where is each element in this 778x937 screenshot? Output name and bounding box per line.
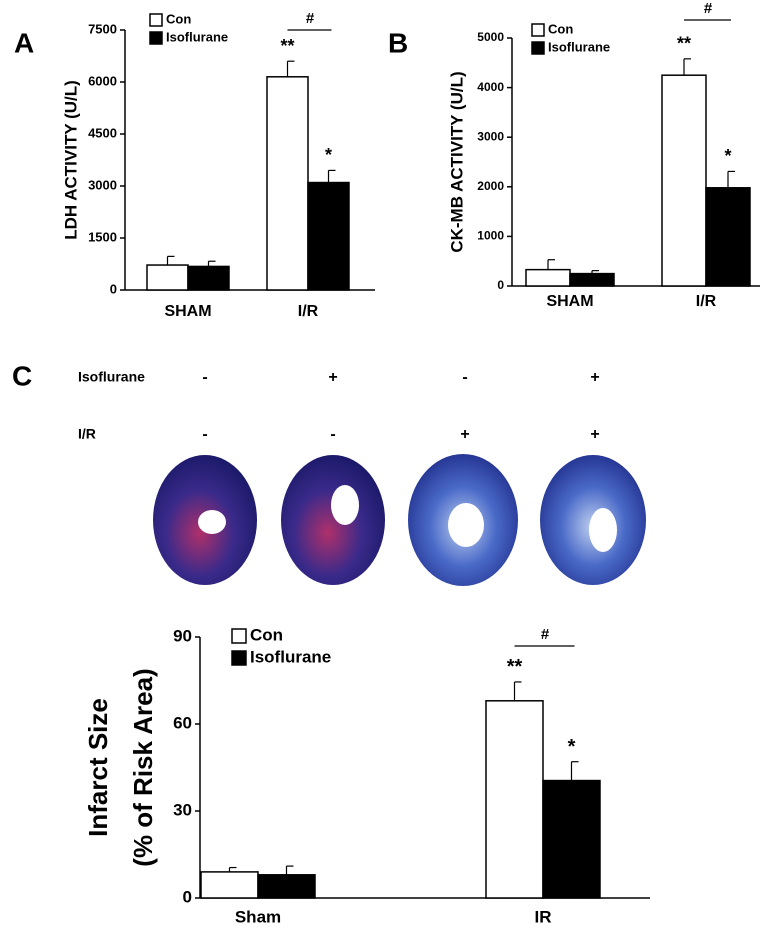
y-axis-label: CK-MB ACTIVITY (U/L) xyxy=(447,71,466,252)
treatment-mark: - xyxy=(202,426,207,443)
heart-images xyxy=(153,454,646,586)
treatment-mark: + xyxy=(590,369,599,386)
panel-label: A xyxy=(14,27,34,58)
comparison-label: # xyxy=(704,0,713,17)
significance-label: ** xyxy=(280,36,294,56)
panel-label: C xyxy=(12,360,32,391)
bar xyxy=(257,874,316,899)
heart-lumen xyxy=(331,485,359,525)
legend-label: Isoflurane xyxy=(250,647,331,666)
legend-swatch xyxy=(149,13,163,27)
legend-label: Isoflurane xyxy=(166,29,228,44)
x-tick-label: SHAM xyxy=(164,303,211,320)
treatment-mark: - xyxy=(330,426,335,443)
heart-image xyxy=(281,455,385,585)
y-tick-label: 0 xyxy=(497,278,504,292)
treatment-mark: + xyxy=(590,426,599,443)
x-tick-label: IR xyxy=(535,907,552,926)
y-tick-label: 2000 xyxy=(477,179,504,193)
bar xyxy=(525,268,571,287)
bar xyxy=(661,74,707,287)
treatment-mark: - xyxy=(462,369,467,386)
y-tick-label: 0 xyxy=(183,887,192,906)
y-axis-label: Infarct Size xyxy=(83,698,113,837)
bar xyxy=(200,871,259,899)
y-tick-label: 7500 xyxy=(88,21,117,36)
y-axis-label: (% of Risk Area) xyxy=(128,668,158,866)
y-tick-label: 6000 xyxy=(88,73,117,88)
x-tick-label: SHAM xyxy=(546,293,593,310)
y-tick-label: 0 xyxy=(110,281,117,296)
treatment-label: Isoflurane xyxy=(78,369,145,385)
panel-label: B xyxy=(388,27,408,58)
heart-lumen xyxy=(589,508,617,552)
legend-swatch xyxy=(531,41,545,55)
x-tick-label: Sham xyxy=(235,907,281,926)
y-tick-label: 1000 xyxy=(477,229,504,243)
significance-label: * xyxy=(325,145,332,165)
legend-swatch xyxy=(231,628,247,644)
bar xyxy=(705,187,751,287)
x-tick-label: I/R xyxy=(696,293,717,310)
treatment-label: I/R xyxy=(78,426,96,442)
y-tick-label: 4500 xyxy=(88,125,117,140)
legend-swatch xyxy=(531,23,545,37)
y-tick-label: 3000 xyxy=(88,177,117,192)
significance-label: ** xyxy=(677,34,691,54)
y-tick-label: 30 xyxy=(173,800,192,819)
x-tick-label: I/R xyxy=(298,303,319,320)
significance-label: ** xyxy=(507,656,523,678)
y-tick-label: 3000 xyxy=(477,129,504,143)
bar xyxy=(187,265,230,291)
y-tick-label: 60 xyxy=(173,713,192,732)
y-tick-label: 4000 xyxy=(477,80,504,94)
bar xyxy=(485,700,544,899)
legend-swatch xyxy=(149,31,163,45)
y-tick-label: 5000 xyxy=(477,30,504,44)
treatment-mark: + xyxy=(460,426,469,443)
significance-label: * xyxy=(724,146,731,166)
y-tick-label: 1500 xyxy=(88,229,117,244)
heart-lumen xyxy=(448,503,484,547)
bar xyxy=(569,272,615,287)
comparison-label: # xyxy=(306,10,315,27)
treatment-mark: + xyxy=(328,369,337,386)
significance-label: * xyxy=(568,736,576,758)
legend-swatch xyxy=(231,650,247,666)
y-tick-label: 90 xyxy=(173,626,192,645)
bar xyxy=(266,76,309,291)
y-axis-label: LDH ACTIVITY (U/L) xyxy=(61,80,80,240)
bar xyxy=(146,264,189,291)
comparison-label: # xyxy=(541,626,550,643)
heart-lumen xyxy=(198,510,226,534)
legend-label: Isoflurane xyxy=(548,39,610,54)
legend-label: Con xyxy=(250,625,283,644)
treatment-mark: - xyxy=(202,369,207,386)
bar xyxy=(307,181,350,291)
legend-label: Con xyxy=(166,11,191,26)
legend-label: Con xyxy=(548,21,573,36)
bar xyxy=(542,779,601,899)
